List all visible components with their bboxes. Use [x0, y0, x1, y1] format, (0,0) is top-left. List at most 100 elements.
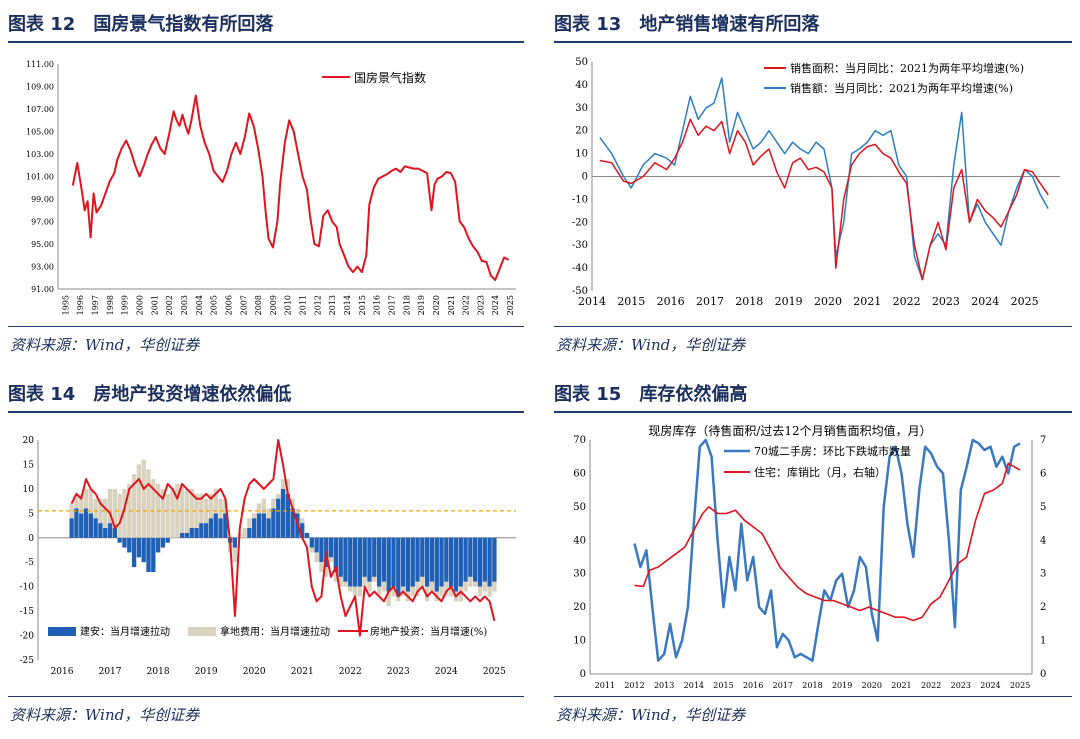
bar-建安: [74, 508, 79, 538]
bar-建安: [362, 537, 367, 577]
x-tick-label: 2011: [299, 295, 308, 315]
y-tick-label: 97.00: [31, 218, 54, 227]
x-tick-label: 2008: [254, 295, 263, 315]
bar-建安: [458, 537, 463, 587]
x-tick-label: 2016: [743, 681, 763, 690]
y-tick-label: -10: [20, 583, 35, 593]
x-tick-label: 2024: [435, 667, 458, 677]
bar-建安: [309, 537, 314, 548]
bar-建安: [352, 537, 358, 587]
y-tick-label: 5: [28, 509, 34, 519]
series-line: [599, 118, 1049, 281]
bar-拿地费用: [338, 576, 343, 587]
x-tick-label: 2015: [358, 295, 367, 315]
bar-拿地费用: [372, 576, 377, 582]
y-tick-label: 101.00: [26, 173, 54, 182]
bar-建安: [376, 537, 382, 587]
bar-拿地费用: [247, 518, 252, 528]
y2-tick-label: 2: [1040, 602, 1046, 613]
y-tick-label: 10: [23, 485, 35, 495]
bar-建安: [194, 528, 199, 538]
bar-建安: [396, 537, 401, 597]
y2-tick-label: 5: [1040, 502, 1046, 513]
bar-建安: [136, 537, 142, 558]
bar-拿地费用: [218, 498, 223, 519]
x-tick-label: 2023: [951, 681, 971, 690]
bar-建安: [348, 537, 353, 587]
panel-15-bottom-rule: [554, 696, 1072, 697]
bar-建安: [83, 508, 89, 538]
x-tick-label: 2014: [578, 295, 606, 308]
legend-swatch-拿地费用: [188, 627, 216, 636]
bar-拿地费用: [93, 498, 98, 519]
bar-拿地费用: [83, 488, 89, 509]
bar-拿地费用: [179, 484, 185, 533]
bar-拿地费用: [300, 518, 305, 524]
y2-tick-label: 7: [1040, 435, 1046, 446]
bar-建安: [213, 513, 218, 538]
bar-拿地费用: [477, 586, 483, 597]
bar-拿地费用: [151, 479, 156, 538]
bar-建安: [208, 518, 214, 538]
x-tick-label: 2018: [802, 681, 822, 690]
chart-title: 现房库存（待售面积/过去12个月销售面积均值，月）: [648, 423, 931, 438]
bar-拿地费用: [439, 586, 444, 597]
x-tick-label: 2017: [696, 295, 724, 308]
bar-拿地费用: [266, 508, 271, 519]
bar-拿地费用: [256, 503, 262, 514]
y-tick-label: 93.00: [31, 263, 54, 272]
panel-14-chart: -25 -20 -15 -10 -5 0 5 10 15 20 2016 2017 2018 2019 20…: [20, 436, 516, 677]
bar-拿地费用: [328, 557, 334, 563]
bar-拿地费用: [122, 488, 127, 538]
bar-建安: [328, 537, 334, 558]
y-tick-label: 105.00: [26, 128, 54, 137]
x-tick-label: 1995: [61, 295, 70, 315]
bar-建安: [453, 537, 459, 592]
legend-label: 拿地费用：当月增速拉动: [220, 625, 330, 638]
bar-拿地费用: [473, 581, 478, 587]
bar-拿地费用: [74, 493, 79, 509]
bar-建安: [252, 518, 257, 538]
bar-建安: [184, 532, 190, 538]
x-tick-label: 2025: [506, 295, 515, 315]
x-tick-label: 2014: [684, 681, 704, 690]
x-tick-label: 2021: [853, 295, 881, 308]
bar-建安: [391, 537, 396, 587]
bar-建安: [271, 508, 276, 538]
bar-建安: [405, 537, 411, 592]
y-tick-label: -25: [20, 656, 35, 666]
bar-建安: [131, 537, 137, 568]
bar-拿地费用: [492, 581, 497, 592]
x-tick-label: 2013: [328, 295, 337, 315]
x-tick-label: 2015: [617, 295, 645, 308]
bar-拿地费用: [88, 488, 94, 514]
y-tick-label: 30: [575, 103, 588, 114]
bar-拿地费用: [276, 493, 281, 499]
y-tick-label: -30: [572, 240, 588, 251]
x-tick-label: 2020: [814, 295, 842, 308]
x-tick-label: 2025: [1011, 295, 1039, 308]
y-tick-label: -15: [20, 607, 35, 617]
panel-12-chart: 91.00 93.00 95.00 97.00 99.00 101.00 103.00 105…: [26, 60, 516, 315]
bar-拿地费用: [213, 488, 218, 514]
x-tick-label: 2006: [224, 295, 233, 315]
series-line: [599, 77, 1049, 281]
bar-拿地费用: [376, 586, 382, 597]
x-tick-label: 2017: [99, 667, 122, 677]
y-tick-label: -5: [25, 558, 34, 568]
x-tick-label: 2002: [165, 295, 174, 315]
bar-建安: [103, 528, 108, 538]
x-tick-label: 2022: [921, 681, 941, 690]
bar-拿地费用: [343, 581, 348, 587]
bar-拿地费用: [208, 493, 214, 519]
x-tick-label: 2000: [136, 295, 145, 315]
bar-建安: [304, 532, 310, 538]
y-tick-label: 50: [575, 57, 588, 68]
y-tick-label: -50: [572, 286, 588, 297]
bar-拿地费用: [420, 576, 425, 587]
bar-拿地费用: [415, 581, 420, 597]
bar-拿地费用: [165, 493, 170, 538]
bar-建安: [410, 537, 415, 587]
bar-拿地费用: [280, 479, 286, 489]
y-tick-label: 40: [573, 535, 586, 546]
